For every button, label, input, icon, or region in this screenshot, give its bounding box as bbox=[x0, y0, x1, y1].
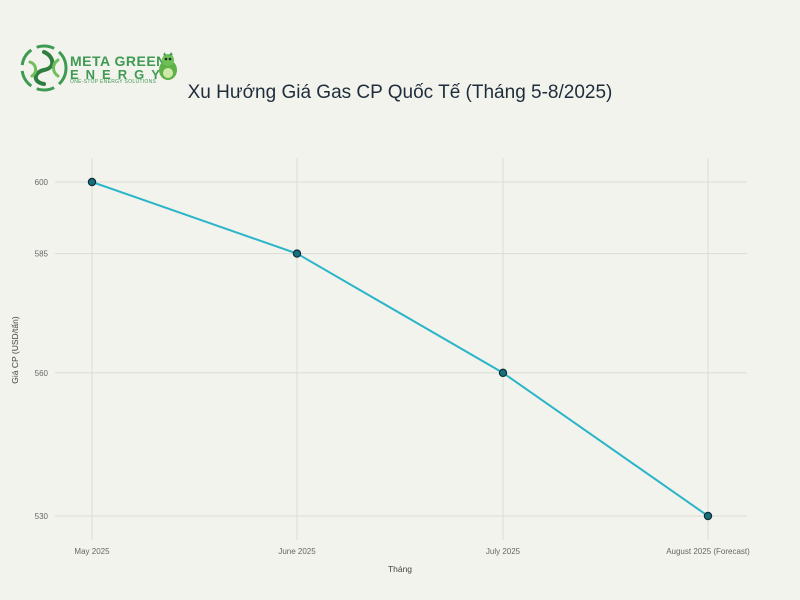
data-point bbox=[703, 511, 713, 521]
brand-tagline: ONE-STOP ENERGY SOLUTIONS bbox=[70, 79, 157, 85]
y-axis-title: Giá CP (USD/tấn) bbox=[10, 316, 20, 384]
x-axis-title: Tháng bbox=[388, 564, 412, 574]
y-tick-label: 600 bbox=[35, 178, 49, 187]
x-tick-label: July 2025 bbox=[486, 547, 521, 556]
brand-name-line1: META GREEN bbox=[70, 53, 167, 69]
y-tick-label: 530 bbox=[35, 512, 49, 521]
leaf-swirl-icon bbox=[20, 44, 68, 92]
series-line bbox=[91, 181, 709, 517]
x-tick-label: August 2025 (Forecast) bbox=[666, 547, 750, 556]
brand-logo bbox=[18, 42, 186, 94]
data-point bbox=[498, 368, 508, 378]
chart-title: Xu Hướng Giá Gas CP Quốc Tế (Tháng 5-8/2… bbox=[187, 82, 613, 103]
dragon-mascot-icon bbox=[159, 52, 177, 80]
brand-name-line2: ENERGY bbox=[70, 67, 167, 82]
chart-grid bbox=[55, 158, 747, 540]
data-point bbox=[87, 177, 97, 187]
y-tick-label: 560 bbox=[35, 369, 49, 378]
x-tick-label: May 2025 bbox=[74, 547, 110, 556]
chart-ticks: May 2025 June 2025 July 2025 August 2025 (F… bbox=[35, 178, 750, 556]
x-tick-label: June 2025 bbox=[278, 547, 316, 556]
y-tick-label: 585 bbox=[35, 250, 49, 259]
chart-series bbox=[87, 177, 713, 521]
data-point bbox=[292, 249, 302, 258]
